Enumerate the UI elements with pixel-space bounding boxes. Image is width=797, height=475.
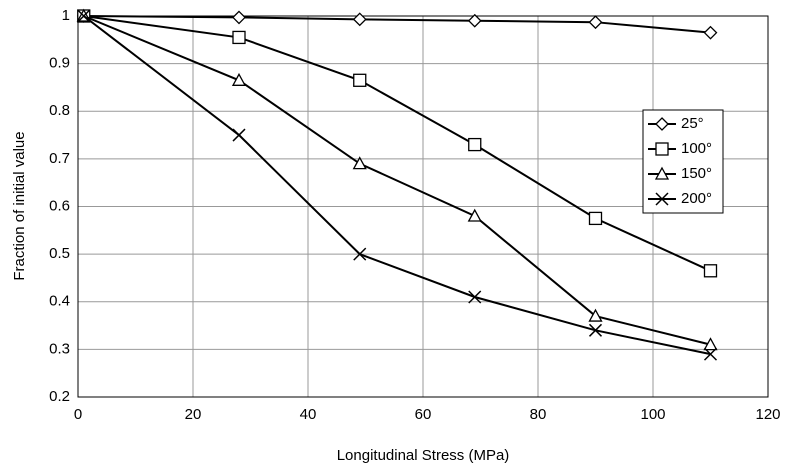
marker <box>469 291 481 303</box>
y-tick-label: 0.6 <box>49 197 70 214</box>
x-axis-label: Longitudinal Stress (MPa) <box>337 447 510 464</box>
y-tick-label: 0.8 <box>49 102 70 119</box>
legend-label: 200° <box>681 190 712 207</box>
marker <box>705 27 717 39</box>
marker <box>354 13 366 25</box>
x-tick-label: 0 <box>74 406 82 423</box>
y-axis-label: Fraction of initial value <box>11 131 28 280</box>
series-line <box>84 16 711 345</box>
marker <box>469 139 481 151</box>
marker <box>705 265 717 277</box>
y-tick-label: 0.9 <box>49 55 70 72</box>
y-tick-label: 0.7 <box>49 150 70 167</box>
marker <box>354 74 366 86</box>
marker <box>469 210 481 221</box>
marker <box>590 16 602 28</box>
series-line <box>84 16 711 33</box>
marker <box>656 143 668 155</box>
legend-label: 25° <box>681 115 704 132</box>
legend-label: 150° <box>681 165 712 182</box>
series-line <box>84 16 711 354</box>
legend-label: 100° <box>681 140 712 157</box>
marker <box>590 212 602 224</box>
marker <box>233 11 245 23</box>
y-tick-label: 0.2 <box>49 388 70 405</box>
x-tick-label: 40 <box>300 406 317 423</box>
y-tick-label: 0.3 <box>49 340 70 357</box>
marker <box>233 74 245 85</box>
y-tick-label: 0.4 <box>49 293 70 310</box>
marker <box>233 129 245 141</box>
x-tick-label: 20 <box>185 406 202 423</box>
x-tick-label: 80 <box>530 406 547 423</box>
y-tick-label: 1 <box>62 7 70 24</box>
x-tick-label: 100 <box>640 406 665 423</box>
x-tick-label: 60 <box>415 406 432 423</box>
y-tick-label: 0.5 <box>49 245 70 262</box>
x-tick-label: 120 <box>755 406 780 423</box>
marker <box>469 15 481 27</box>
marker <box>233 31 245 43</box>
